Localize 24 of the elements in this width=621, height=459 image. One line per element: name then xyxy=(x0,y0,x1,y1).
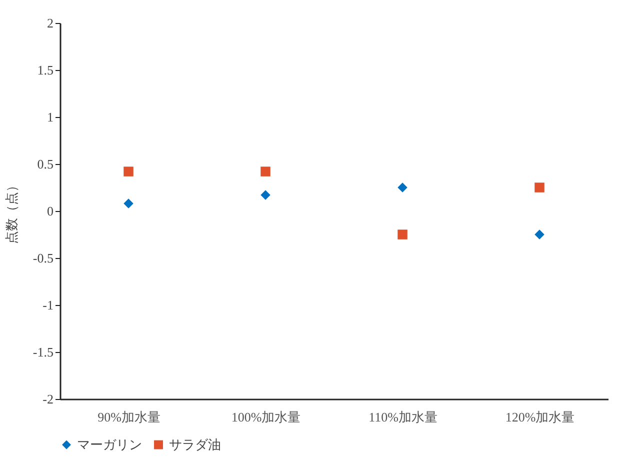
point xyxy=(398,230,408,240)
x-tick-label: 100%加水量 xyxy=(231,410,301,424)
y-tick-label: 2 xyxy=(47,16,54,30)
point xyxy=(534,182,544,192)
y-tick-label: 0 xyxy=(47,204,54,218)
point xyxy=(398,182,408,192)
point xyxy=(260,190,270,200)
x-tick-label: 90%加水量 xyxy=(98,410,160,424)
legend-label: サラダ油 xyxy=(169,436,221,452)
point xyxy=(124,198,134,208)
x-tick-label: 120%加水量 xyxy=(505,410,575,424)
y-tick-label: 1 xyxy=(47,110,54,124)
y-axis-title: 点数（点） xyxy=(4,179,19,244)
point xyxy=(124,166,134,176)
y-tick-label: -2 xyxy=(42,392,54,406)
point xyxy=(260,166,270,176)
x-tick-label: 110%加水量 xyxy=(368,410,438,424)
y-tick-label: -1.5 xyxy=(32,344,54,360)
y-tick-label: -0.5 xyxy=(32,250,54,266)
legend-label: マーガリン xyxy=(77,436,142,452)
y-tick-label: -1 xyxy=(42,298,54,312)
point xyxy=(534,230,544,240)
y-tick-label: 1.5 xyxy=(37,62,54,78)
y-tick-label: 0.5 xyxy=(37,156,54,172)
